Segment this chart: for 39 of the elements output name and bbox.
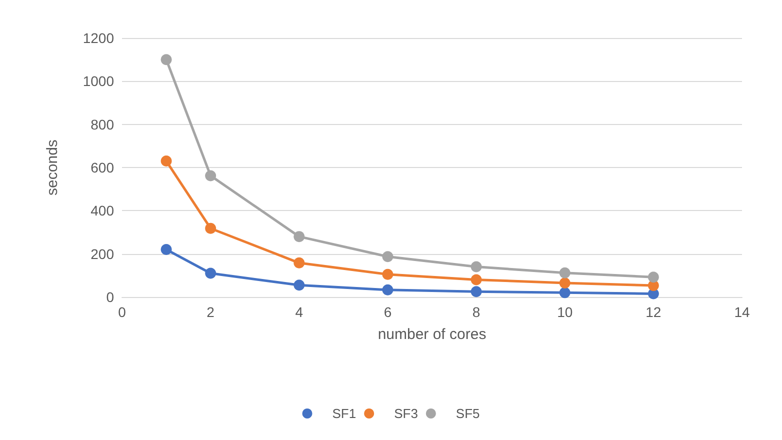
point <box>160 54 172 66</box>
point <box>559 267 570 278</box>
x-tick-label: 6 <box>384 304 392 320</box>
point <box>205 268 216 279</box>
point <box>382 284 394 296</box>
point <box>205 222 216 234</box>
point <box>470 274 482 286</box>
y-tick-label: 1200 <box>82 30 114 46</box>
y-tick-label: 0 <box>106 289 114 305</box>
legend-label: SF5 <box>456 406 480 421</box>
point <box>470 261 482 272</box>
point <box>294 231 305 242</box>
y-tick-label: 600 <box>90 160 114 176</box>
point <box>205 170 216 182</box>
point <box>559 277 570 288</box>
point <box>294 280 305 291</box>
point <box>648 272 659 283</box>
point <box>559 287 570 298</box>
y-tick-label: 1000 <box>82 73 114 90</box>
y-tick-label: 400 <box>90 202 114 219</box>
point <box>160 244 172 256</box>
point <box>470 286 482 298</box>
point <box>294 257 305 268</box>
legend-label: SF1 <box>332 406 356 421</box>
legend-label: SF3 <box>394 406 418 421</box>
x-tick-label: 0 <box>118 304 126 320</box>
x-tick-label: 12 <box>646 304 662 320</box>
x-tick-label: 10 <box>557 304 573 320</box>
x-tick-label: 2 <box>206 304 215 320</box>
point <box>382 251 394 262</box>
x-tick-label: 8 <box>472 304 480 320</box>
x-tick-label: 4 <box>295 304 304 320</box>
y-axis-title: seconds <box>44 140 61 196</box>
y-tick-label: 800 <box>90 116 114 132</box>
point <box>160 156 172 167</box>
x-axis-title: number of cores <box>378 326 486 343</box>
y-tick-label: 200 <box>90 246 114 262</box>
x-tick-label: 14 <box>734 304 750 320</box>
point <box>382 268 394 280</box>
